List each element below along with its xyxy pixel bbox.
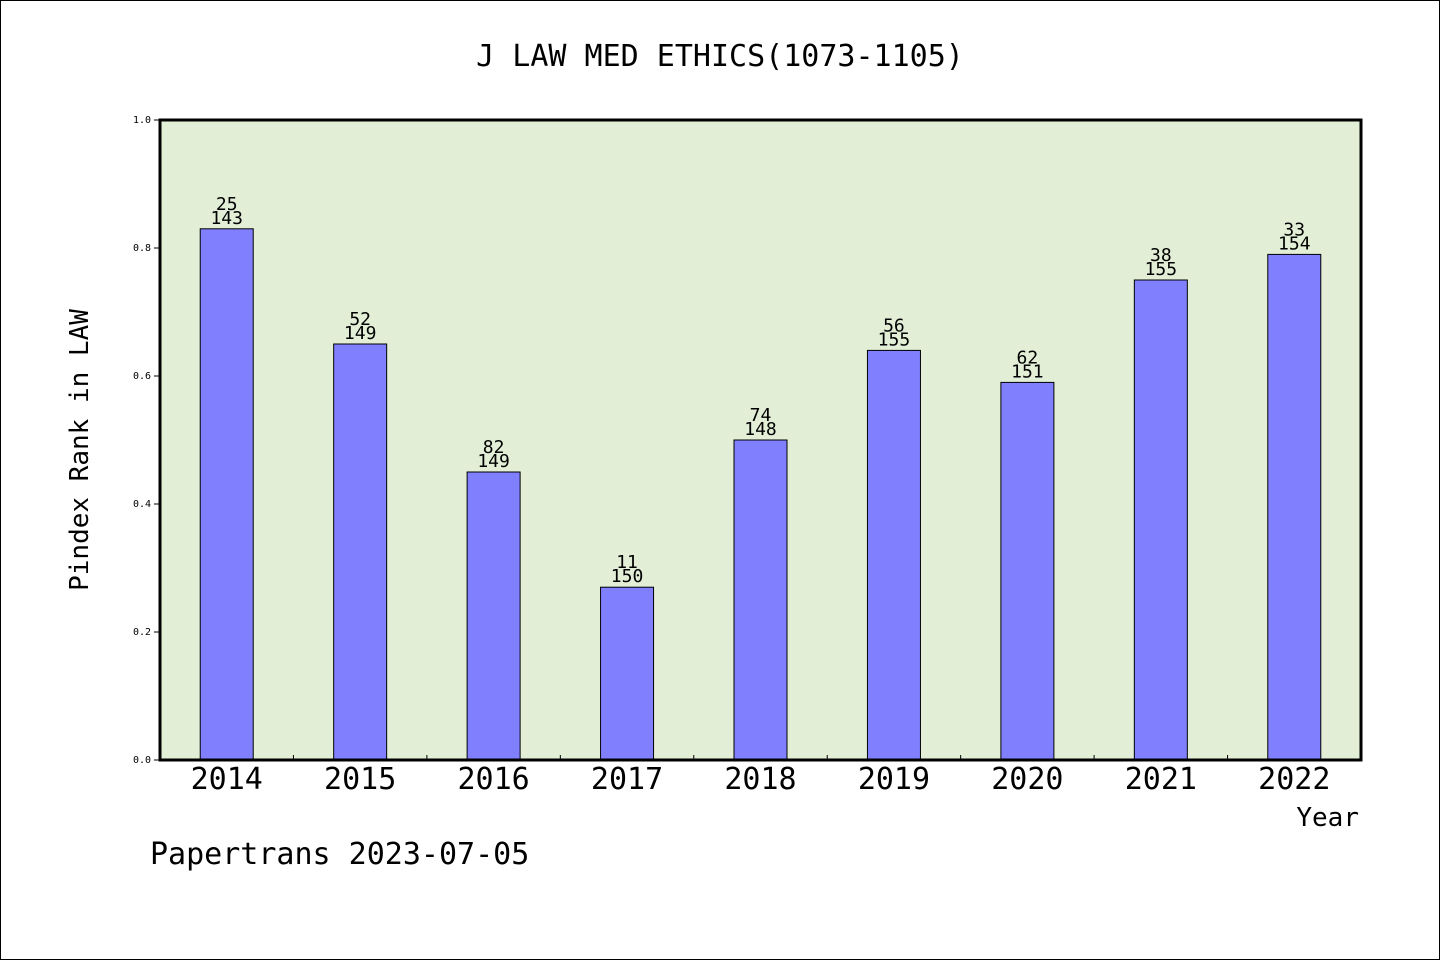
y-tick-label: 0.6 — [133, 371, 151, 382]
footer-credit: Papertrans 2023-07-05 — [150, 837, 529, 872]
x-tick-label: 2022 — [1258, 762, 1330, 797]
x-tick-label: 2018 — [724, 762, 796, 797]
y-tick-label: 0.0 — [133, 755, 151, 766]
bar-2017 — [600, 586, 655, 761]
bar-total-label: 149 — [477, 451, 510, 472]
x-tick-label: 2017 — [591, 762, 663, 797]
bar-total-label: 143 — [210, 208, 243, 229]
bar-2022 — [1267, 253, 1322, 761]
bar-2019 — [866, 349, 921, 761]
bar-total-label: 155 — [878, 329, 911, 350]
x-tick-label: 2019 — [858, 762, 930, 797]
bar-rank-label: 25 — [216, 194, 238, 215]
bar-2021 — [1133, 279, 1188, 761]
bar-2018 — [733, 439, 788, 761]
bar-rank-label: 82 — [483, 437, 505, 458]
y-axis-label: Pindex Rank in LAW — [65, 309, 95, 591]
bar-rank-label: 74 — [750, 405, 772, 426]
plot-border — [158, 118, 1363, 762]
bar-total-label: 151 — [1011, 361, 1044, 382]
bar-2020 — [1000, 381, 1055, 761]
bar-2016 — [466, 471, 521, 761]
x-tick-label: 2021 — [1125, 762, 1197, 797]
bar-2014 — [199, 228, 254, 761]
bar-total-label: 154 — [1278, 233, 1311, 254]
y-tick-label: 0.2 — [133, 627, 151, 638]
x-tick-labels: 2014 2015 2016 2017 2018 2019 2020 2021 2022 — [191, 762, 1331, 797]
x-axis-label: Year — [1296, 803, 1359, 833]
x-tick-label: 2015 — [324, 762, 396, 797]
y-axis-ticks: 0.0 0.2 0.4 0.6 0.8 1.0 — [133, 115, 160, 766]
y-tick-label: 0.8 — [133, 243, 151, 254]
bar-rank-label: 62 — [1017, 347, 1039, 368]
x-tick-label: 2016 — [457, 762, 529, 797]
y-tick-label: 1.0 — [133, 115, 151, 126]
x-tick-label: 2020 — [991, 762, 1063, 797]
bar-labels: 2514352149821491115074148561556215138155… — [210, 194, 1310, 587]
bar-rank-label: 11 — [616, 552, 638, 573]
chart-title: J LAW MED ETHICS(1073-1105) — [476, 39, 964, 74]
y-tick-label: 0.4 — [133, 499, 151, 510]
bar-total-label: 148 — [744, 419, 777, 440]
bar-total-label: 155 — [1145, 259, 1178, 280]
bar-rank-label: 33 — [1283, 219, 1305, 240]
bar-rank-label: 38 — [1150, 245, 1172, 266]
bar-2015 — [333, 343, 388, 761]
bar-total-label: 150 — [611, 566, 644, 587]
bar-rank-label: 56 — [883, 315, 905, 336]
bar-rank-label: 52 — [349, 309, 371, 330]
x-tick-label: 2014 — [191, 762, 263, 797]
bars — [199, 228, 1322, 761]
bar-total-label: 149 — [344, 323, 377, 344]
